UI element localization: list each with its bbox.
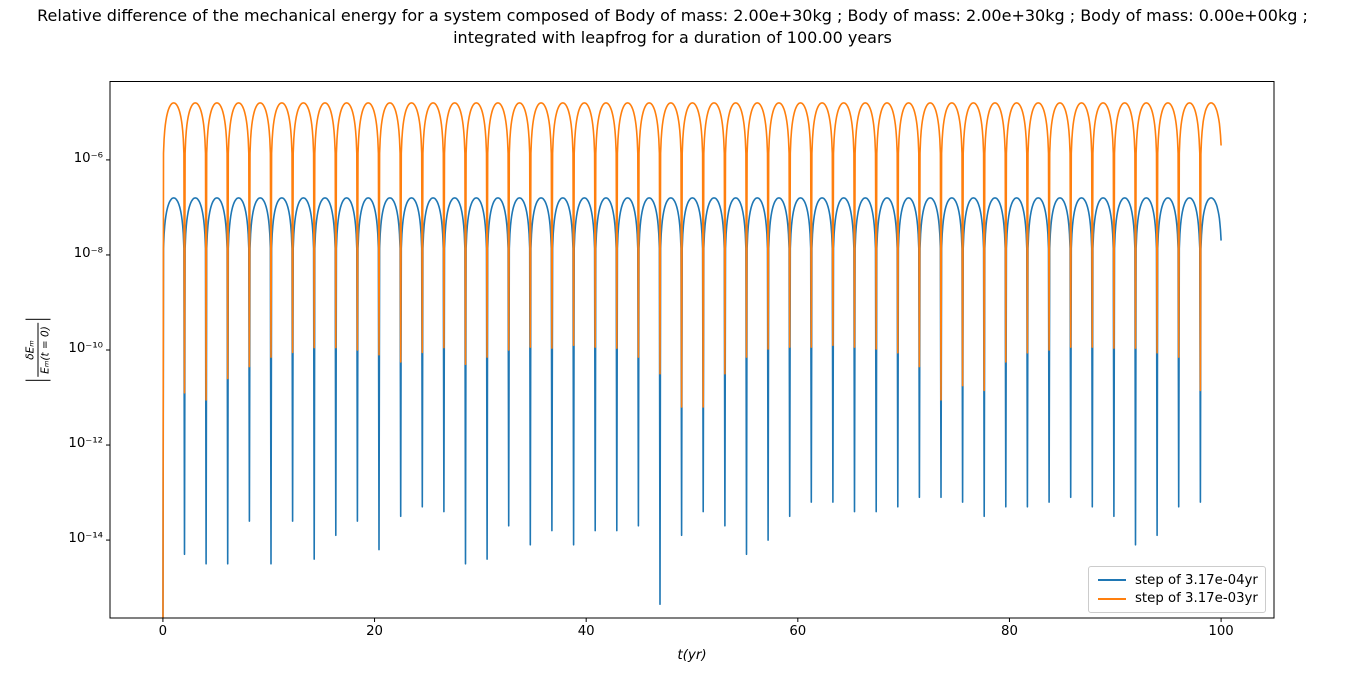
y-axis-label: δEₘ Eₘ(t = 0) [24, 316, 52, 384]
y-tick-label: 10⁻¹⁰ [68, 340, 103, 356]
legend-label-0: step of 3.17e-04yr [1135, 572, 1258, 588]
legend: step of 3.17e-04yr step of 3.17e-03yr [1088, 566, 1266, 613]
y-tick-label: 10⁻¹⁴ [68, 531, 103, 547]
legend-line-swatch-blue [1098, 579, 1126, 582]
legend-line-swatch-orange [1098, 597, 1126, 600]
x-tick-label: 40 [577, 624, 595, 639]
abs-bar-left [25, 379, 51, 381]
x-tick-label: 20 [366, 624, 383, 639]
plot-border [109, 81, 1275, 619]
legend-label-1: step of 3.17e-03yr [1135, 591, 1258, 607]
chart-title: Relative difference of the mechanical en… [0, 5, 1345, 48]
legend-item-1: step of 3.17e-03yr [1089, 590, 1265, 609]
x-tick-label: 80 [1000, 624, 1018, 639]
ylabel-fraction: δEₘ Eₘ(t = 0) [24, 323, 52, 377]
x-tick-label: 0 [158, 624, 168, 639]
legend-item-0: step of 3.17e-04yr [1089, 571, 1265, 590]
x-axis-label: t(yr) [677, 647, 707, 663]
chart-title-line1: Relative difference of the mechanical en… [37, 6, 1308, 25]
series-line-1 [162, 102, 1222, 618]
abs-bar-right [25, 319, 51, 321]
series-line-0 [162, 197, 1222, 618]
ylabel-numerator: δEₘ [24, 323, 39, 377]
y-tick-label: 10⁻¹² [68, 436, 103, 452]
x-tick-label: 60 [789, 624, 807, 639]
x-tick-label: 100 [1208, 624, 1234, 639]
y-tick-label: 10⁻⁸ [73, 245, 103, 261]
y-tick-label: 10⁻⁶ [73, 150, 103, 166]
ylabel-denominator: Eₘ(t = 0) [39, 326, 52, 374]
chart-title-line2: integrated with leapfrog for a duration … [453, 27, 892, 47]
